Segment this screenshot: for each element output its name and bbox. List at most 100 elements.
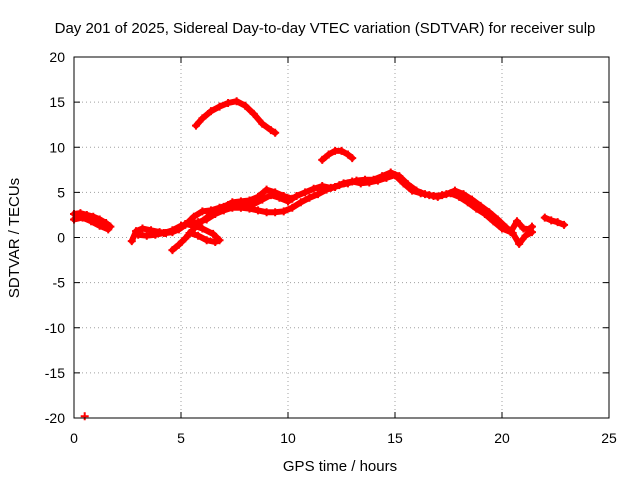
- data-point: [219, 202, 228, 211]
- data-point: [215, 102, 224, 111]
- data-point: [198, 207, 207, 216]
- data-point: [241, 101, 250, 110]
- data-point: [515, 239, 524, 248]
- x-tick-label: 10: [280, 430, 296, 446]
- data-point: [254, 206, 263, 215]
- data-point: [202, 236, 211, 245]
- y-axis-label: SDTVAR / TECUs: [6, 178, 23, 298]
- data-point: [78, 213, 87, 222]
- data-point: [399, 179, 408, 188]
- data-point: [540, 213, 549, 222]
- data-point: [232, 97, 241, 106]
- data-point: [468, 195, 477, 204]
- data-point: [318, 155, 327, 164]
- data-point: [324, 150, 333, 159]
- data-point: [433, 192, 442, 201]
- data-point: [560, 220, 569, 229]
- data-point: [508, 228, 517, 237]
- data-point: [313, 190, 322, 199]
- data-point: [206, 107, 215, 116]
- data-point: [209, 229, 218, 238]
- data-point: [271, 188, 280, 197]
- data-point: [521, 231, 530, 240]
- y-tick-label: 15: [49, 94, 65, 110]
- data-point: [254, 192, 263, 201]
- data-point: [459, 190, 468, 199]
- y-tick-label: -20: [45, 410, 65, 426]
- data-point: [198, 224, 207, 233]
- data-point: [296, 198, 305, 207]
- data-point: [502, 223, 511, 232]
- data-point: [266, 126, 275, 135]
- data-point: [168, 226, 177, 235]
- data-point: [292, 191, 301, 200]
- data-point: [138, 224, 147, 233]
- x-tick-label: 25: [601, 430, 617, 446]
- x-axis-label: GPS time / hours: [283, 458, 397, 475]
- x-tick-label: 5: [177, 430, 185, 446]
- data-point: [211, 208, 220, 217]
- data-point: [95, 221, 104, 230]
- data-point: [288, 194, 297, 203]
- data-point: [181, 219, 190, 228]
- data-point: [174, 240, 183, 249]
- data-point: [236, 197, 245, 206]
- y-tick-label: -15: [45, 365, 65, 381]
- data-point: [348, 154, 357, 163]
- data-point: [262, 185, 271, 194]
- data-point: [181, 234, 190, 243]
- data-point: [134, 230, 143, 239]
- data-point: [356, 179, 365, 188]
- data-point: [168, 246, 177, 255]
- data-point: [249, 109, 258, 118]
- data-point: [348, 177, 357, 186]
- data-point: [87, 217, 96, 226]
- data-point: [279, 191, 288, 200]
- data-point: [185, 228, 194, 237]
- data-point: [331, 182, 340, 191]
- data-point: [271, 128, 280, 137]
- data-point: [527, 228, 536, 237]
- data-point: [512, 217, 521, 226]
- data-point: [271, 208, 280, 217]
- data-point: [485, 208, 494, 217]
- data-point: [215, 236, 224, 245]
- data-point: [442, 190, 451, 199]
- y-tick-label: -10: [45, 320, 65, 336]
- data-point: [343, 150, 352, 159]
- data-point: [450, 186, 459, 195]
- data-point: [373, 176, 382, 185]
- data-point: [493, 215, 502, 224]
- data-point: [305, 193, 314, 202]
- data-point: [198, 114, 207, 123]
- data-point: [553, 218, 562, 227]
- data-point: [279, 207, 288, 216]
- data-point: [337, 146, 346, 155]
- y-tick-label: 5: [57, 184, 65, 200]
- data-point: [142, 231, 151, 240]
- data-point: [476, 201, 485, 210]
- data-point: [309, 184, 318, 193]
- data-point: [245, 204, 254, 213]
- x-tick-label: 15: [387, 430, 403, 446]
- data-point: [262, 208, 271, 217]
- axis-ticks: 0 5 10 15 20 25 -20 -15 -10 -5 0 5 10 15 20: [45, 49, 617, 446]
- data-point: [547, 216, 556, 225]
- y-tick-label: 10: [49, 139, 65, 155]
- data-point: [416, 189, 425, 198]
- x-tick-label: 0: [70, 430, 78, 446]
- data-point: [159, 228, 168, 237]
- data-point: [189, 212, 198, 221]
- data-point: [245, 196, 254, 205]
- data-points: [70, 97, 569, 421]
- data-point: [322, 185, 331, 194]
- data-point: [194, 231, 203, 240]
- data-point: [339, 179, 348, 188]
- data-point: [189, 221, 198, 230]
- series-trace: [193, 98, 279, 136]
- data-point: [191, 121, 200, 130]
- grid-lines: [74, 57, 609, 418]
- data-point: [391, 171, 399, 180]
- y-tick-label: -5: [53, 275, 66, 291]
